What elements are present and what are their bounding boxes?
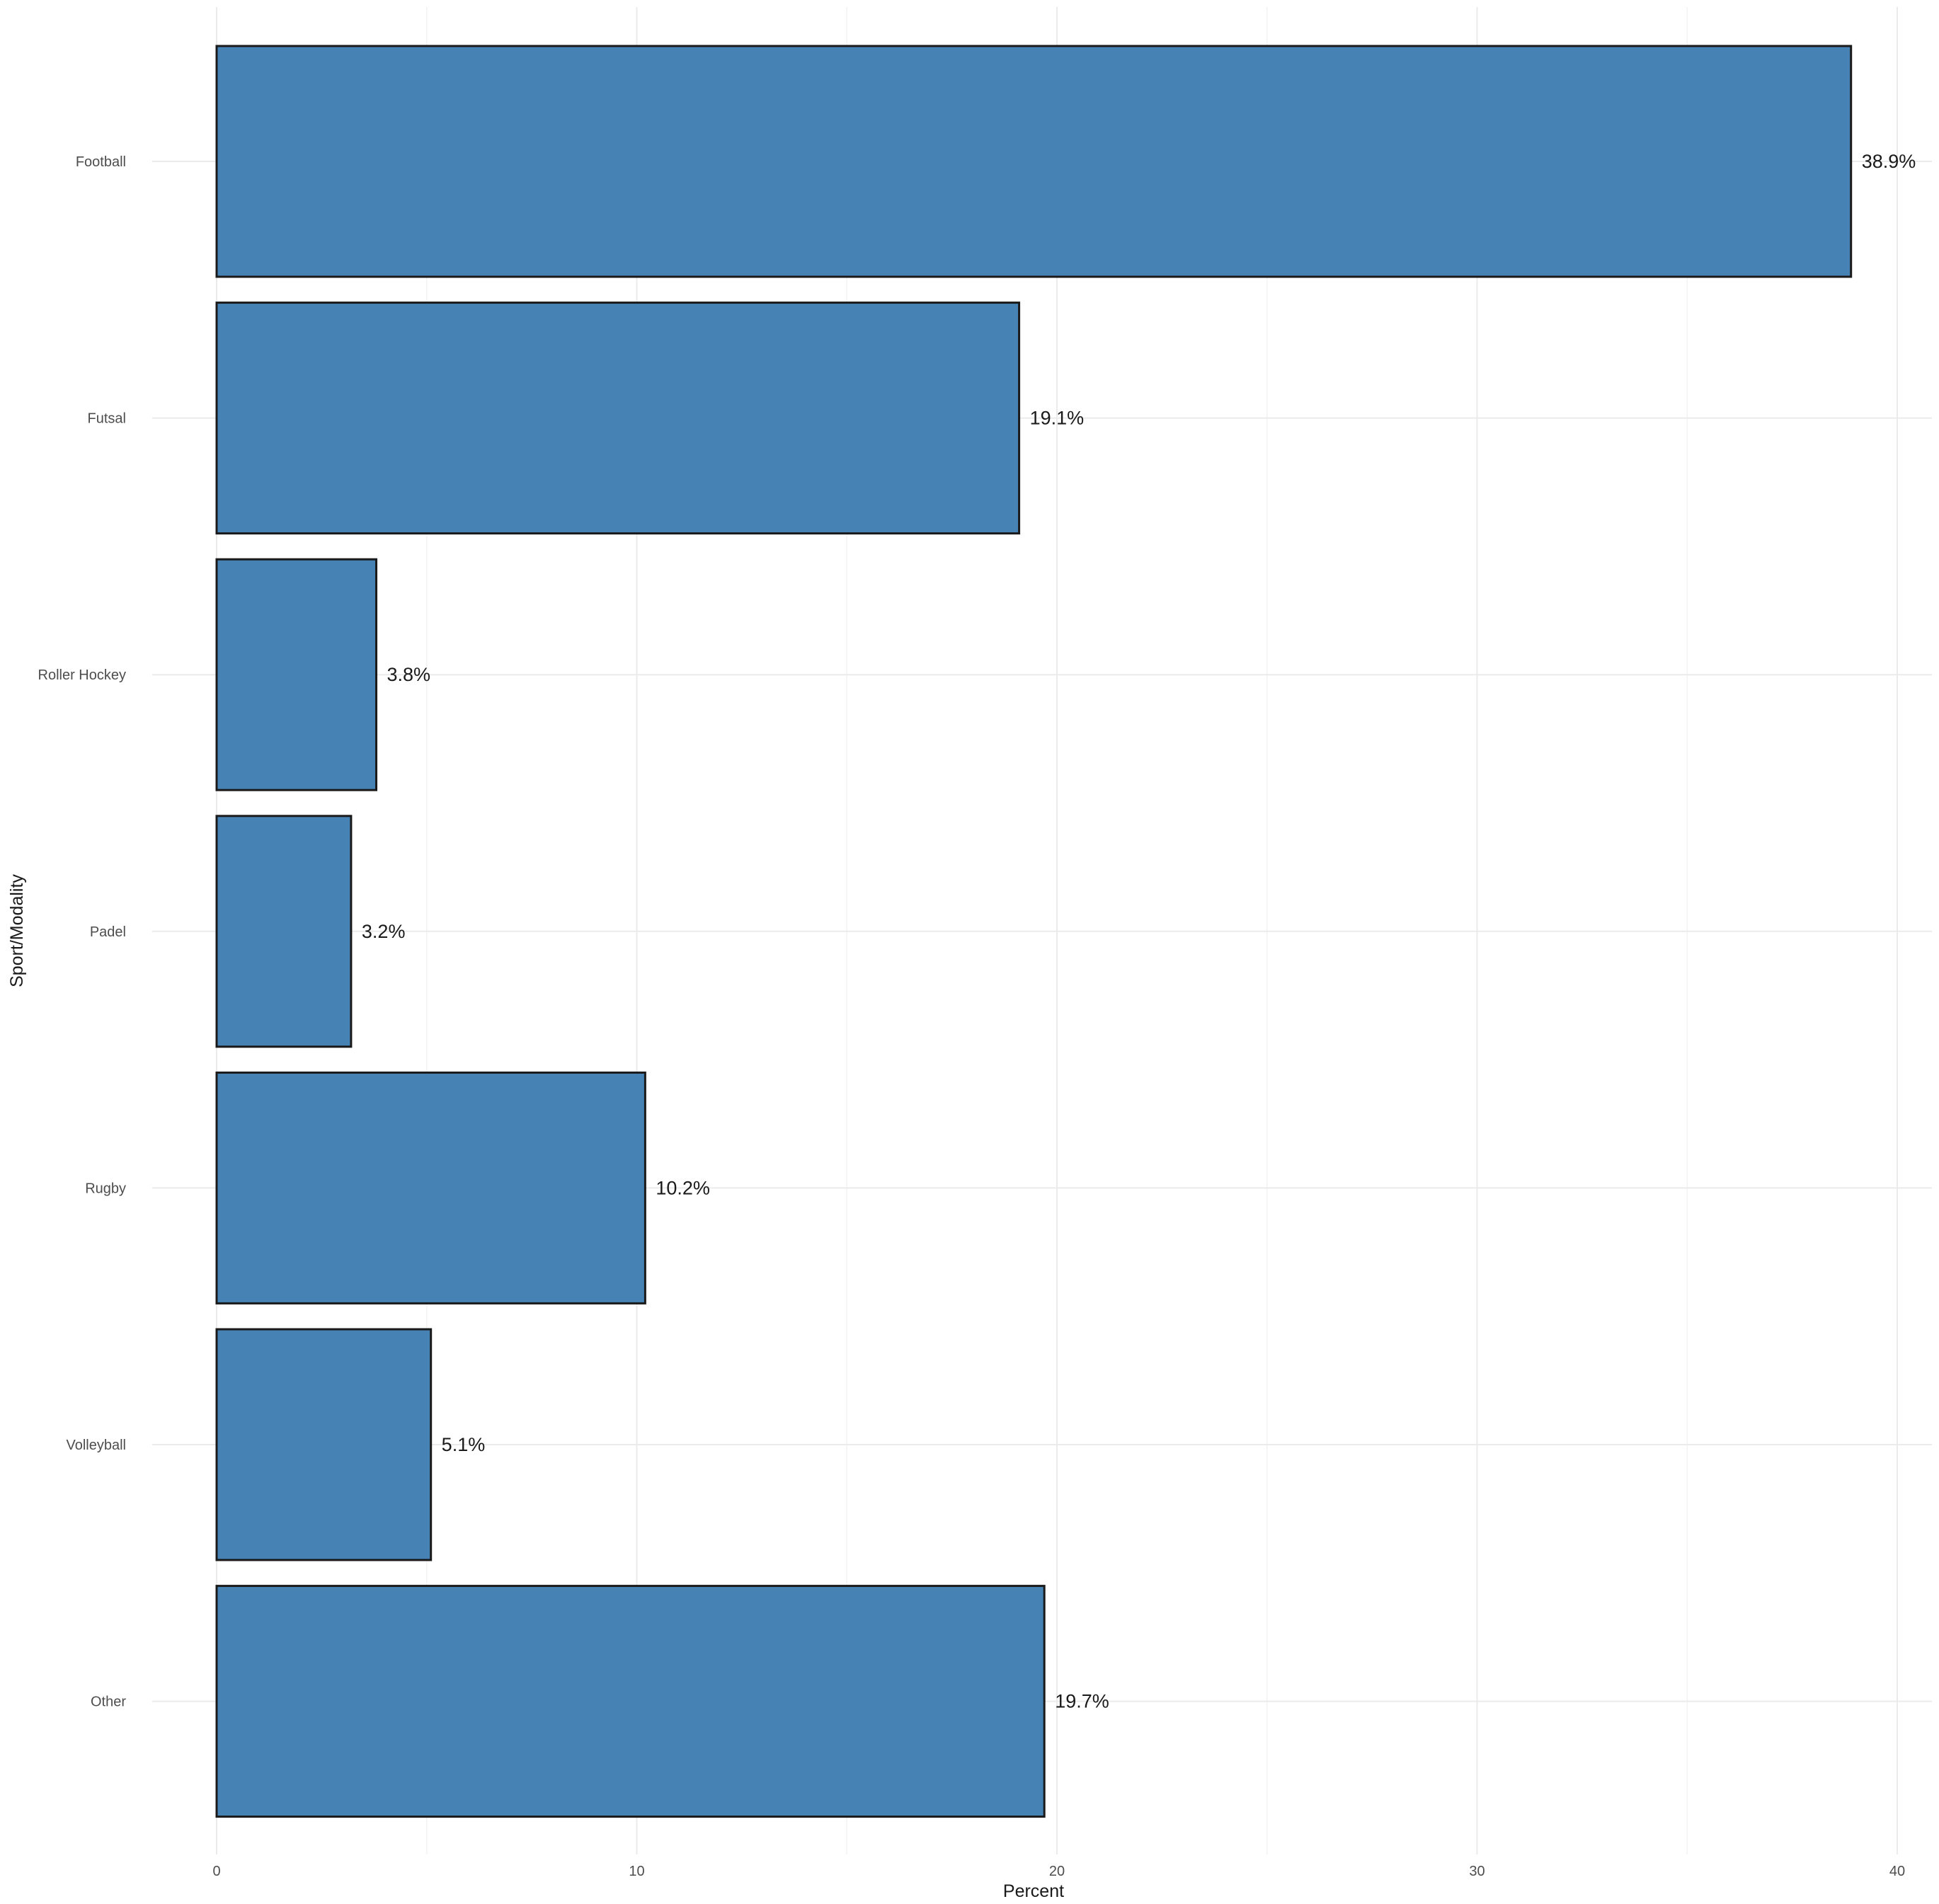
data-label: 3.8%: [387, 664, 431, 685]
data-label: 10.2%: [656, 1177, 710, 1198]
x-axis-tick-labels: 0 10 20 30 40: [212, 1864, 1905, 1879]
bar-futsal: [215, 302, 1021, 535]
data-label: 38.9%: [1862, 151, 1916, 172]
x-tick-label: 30: [1469, 1864, 1485, 1879]
data-label: 3.2%: [362, 921, 406, 942]
data-label: 19.1%: [1030, 408, 1085, 429]
y-tick-label: Futsal: [88, 411, 126, 427]
y-tick-label: Padel: [90, 924, 126, 940]
y-axis-title: Sport/Modality: [7, 874, 27, 987]
bar-football: [215, 45, 1853, 278]
bar-padel: [215, 815, 353, 1048]
bar-volleyball: [215, 1328, 433, 1561]
x-axis-title: Percent: [1003, 1881, 1064, 1901]
x-tick-label: 0: [212, 1864, 220, 1879]
bar-other: [215, 1585, 1046, 1818]
x-tick-label: 40: [1889, 1864, 1905, 1879]
y-axis-tick-labels: Football Futsal Roller Hockey Padel Rugby Vol…: [38, 154, 127, 1710]
data-label: 19.7%: [1055, 1691, 1109, 1712]
bar-rugby: [215, 1071, 646, 1304]
data-labels: 38.9% 19.1% 3.8% 3.2% 10.2% 5.1% 19.7%: [362, 151, 1916, 1712]
x-tick-label: 20: [1049, 1864, 1065, 1879]
y-tick-label: Volleyball: [66, 1438, 126, 1453]
x-tick-label: 10: [629, 1864, 644, 1879]
bar-roller-hockey: [215, 558, 378, 791]
y-tick-label: Football: [76, 154, 126, 170]
y-tick-label: Rugby: [85, 1181, 126, 1196]
y-tick-label: Roller Hockey: [38, 667, 126, 683]
data-label: 5.1%: [442, 1434, 486, 1455]
y-tick-label: Other: [91, 1694, 126, 1710]
grid-lines: [152, 7, 1932, 1854]
bars: [215, 45, 1853, 1818]
